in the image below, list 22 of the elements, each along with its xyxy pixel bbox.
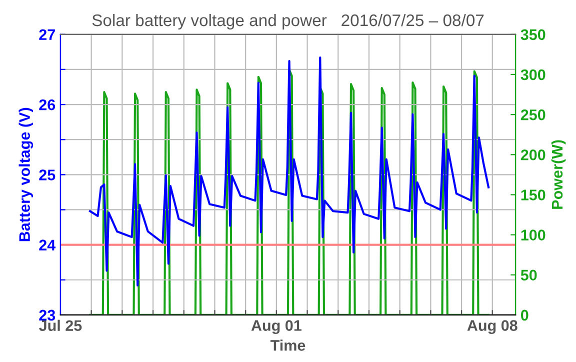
y2-tick-label: 0 xyxy=(520,310,528,321)
line-series xyxy=(89,68,490,315)
y-tick-label: 26 xyxy=(39,99,56,110)
x-tick-label: Aug 01 xyxy=(251,320,302,334)
y-tick-label: 27 xyxy=(39,29,55,40)
chart-title: Solar battery voltage and power 2016/07/25 – 08/07 xyxy=(92,14,484,30)
y-axis-title: Battery voltage (V) xyxy=(18,108,34,242)
y2-tick-label: 100 xyxy=(521,230,546,240)
y2-tick-label: 50 xyxy=(520,270,537,281)
y2-axis-title: Power(W) xyxy=(551,140,566,209)
y-tick-label: 23 xyxy=(39,310,56,321)
y2-tick-label: 300 xyxy=(520,69,546,80)
y-tick-label: 25 xyxy=(39,170,56,180)
x-tick-label: Aug 08 xyxy=(467,320,518,334)
x-tick-label: Jul 25 xyxy=(39,320,82,332)
y2-tick-label: 150 xyxy=(521,190,546,200)
y-tick-label: 24 xyxy=(39,240,56,250)
line-series xyxy=(89,56,490,287)
y2-tick-label: 350 xyxy=(520,29,546,40)
x-axis-title: Time xyxy=(270,340,306,351)
y2-tick-label: 250 xyxy=(520,109,546,120)
y2-tick-label: 200 xyxy=(520,149,546,160)
